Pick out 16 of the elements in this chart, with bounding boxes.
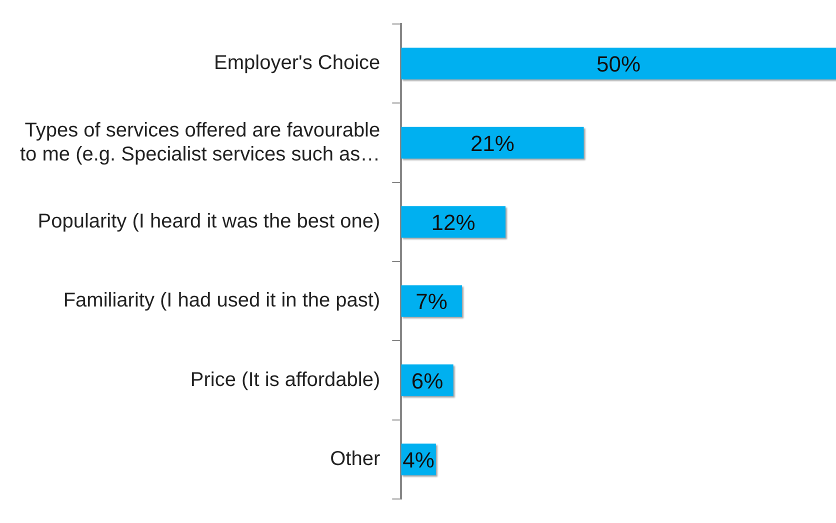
data-label: 21%: [470, 130, 514, 156]
bar: [401, 206, 506, 238]
data-label: 12%: [431, 210, 476, 235]
data-label: 50%: [596, 52, 641, 77]
data-label: 7%: [416, 289, 448, 314]
y-tick-label: Employer's Choice: [214, 52, 380, 74]
data-label: 6%: [411, 368, 444, 394]
y-tick-label: Familiarity (I had used it in the past): [63, 290, 380, 312]
y-tick-label: Types of services offered are favourable to me (e.g. Specialist services such as…: [20, 119, 380, 166]
bar: [401, 285, 462, 317]
bar: [401, 48, 836, 80]
y-tick-label: Price (It is affordable): [190, 368, 380, 391]
bar: [401, 126, 584, 159]
y-tick-label: Popularity (I heard it was the best one): [38, 210, 380, 232]
data-label: 4%: [402, 447, 434, 472]
y-tick-label: Other: [330, 448, 380, 470]
